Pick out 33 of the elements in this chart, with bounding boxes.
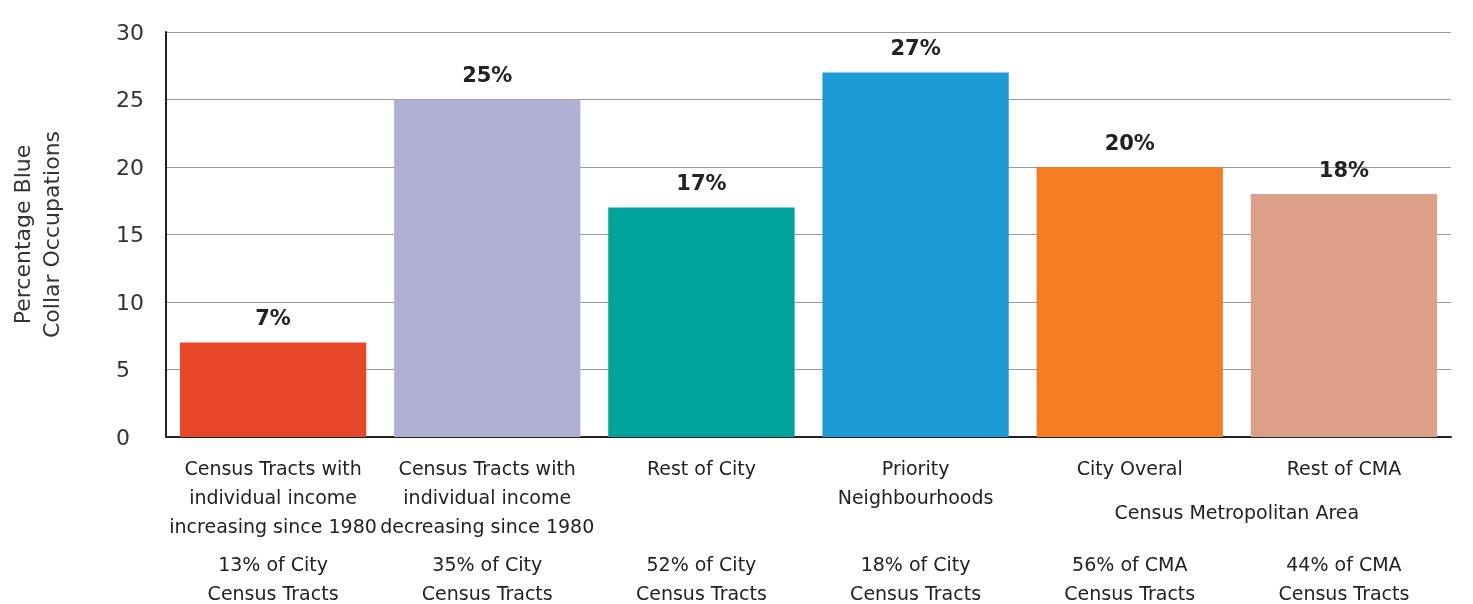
data-label: 27% [890,36,941,60]
bar [608,207,795,437]
data-label: 18% [1318,157,1370,182]
text: 18% of City Census Tracts [850,552,982,604]
y-tick-label: 30 [116,19,144,45]
bar [179,342,367,437]
bar [394,99,581,437]
data-label: 17% [676,171,727,195]
x-tick-label: Census Tracts with individual income decreasing since 1980 [380,456,595,537]
y-axis-title: Percentage Blue Collar Occupations [10,130,64,339]
x-tick-label: Rest of City [646,456,756,479]
bar [1250,194,1438,437]
text: 35% of City Census Tracts [421,552,553,604]
y-tick-label: 5 [116,357,130,382]
text: 56% of CMA Census Tracts [1064,552,1196,604]
y-tick-label: 10 [116,289,144,315]
bar [822,72,1009,437]
x-tick-label: Priority Neighbourhoods [837,456,994,508]
text: 13% of City Census Tracts [207,552,339,604]
text: Census Metropolitan Area [1114,500,1360,523]
y-tick-label: 15 [116,222,144,247]
data-label: 25% [462,63,513,87]
x-tick-label: Census Tracts with individual income increasing since 1980 [169,456,377,537]
x-tick-label: City Overal [1076,456,1183,479]
data-label: 7% [255,306,291,330]
bar [1036,167,1223,437]
text: 52% of City Census Tracts [635,552,767,604]
data-label: 20% [1104,130,1155,155]
text: 44% of CMA Census Tracts [1278,552,1410,604]
y-tick-label: 0 [116,424,130,450]
y-tick-label: 25 [116,87,144,112]
y-tick-label: 20 [116,154,144,180]
x-tick-label: Rest of CMA [1286,456,1402,479]
